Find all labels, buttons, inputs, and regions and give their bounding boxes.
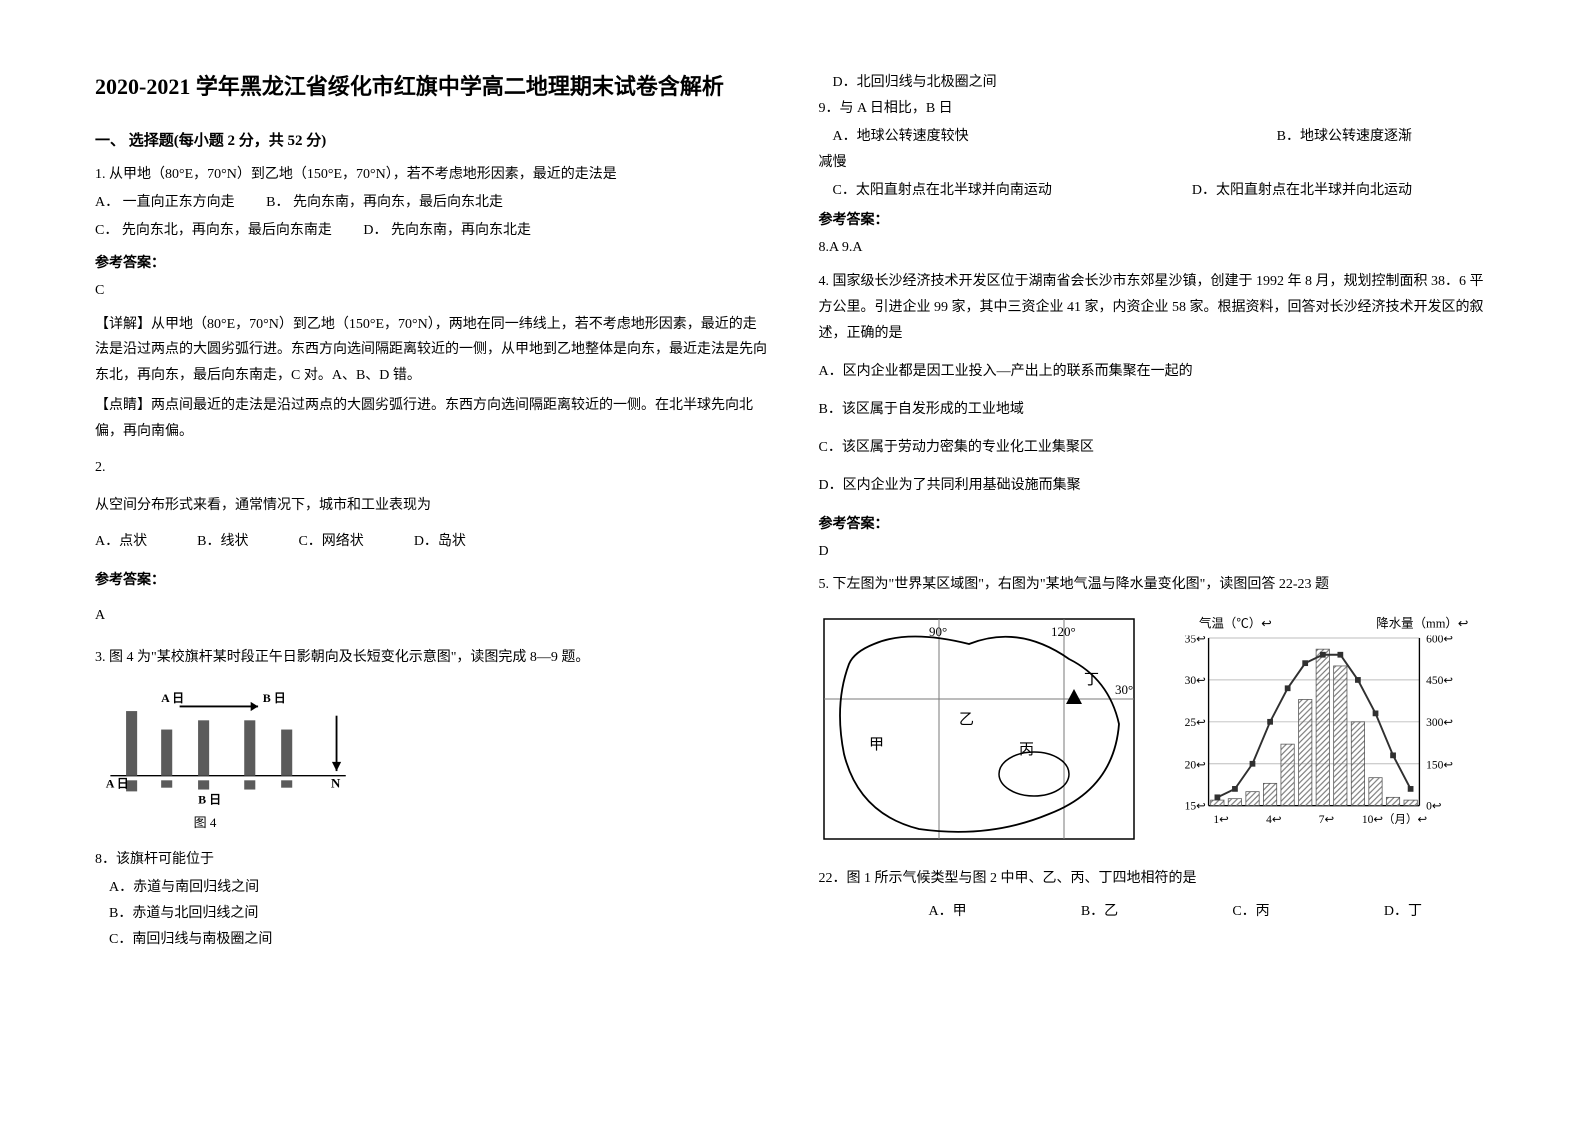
q3-opt9-row1: A．地球公转速度较快 B．地球公转速度逐渐 <box>819 124 1493 150</box>
map-yi: 乙 <box>959 712 974 728</box>
q4-stem: 4. 国家级长沙经济技术开发区位于湖南省会长沙市东郊星沙镇，创建于 1992 年… <box>819 269 1493 347</box>
rain-tick-0: 0↩ <box>1426 801 1442 813</box>
rain-tick-150: 150↩ <box>1426 760 1453 772</box>
q3-answer: 8.A 9.A <box>819 235 1493 261</box>
rain-tick-450: 450↩ <box>1426 675 1453 687</box>
q5-opt22d: D．丁 <box>1384 900 1422 920</box>
q1-answer-label: 参考答案： <box>95 252 769 272</box>
maps-container: 90° 120° 30° 甲 乙 丙 丁 气温（℃）↩ 降水量（mm）↩ <box>819 614 1493 844</box>
q1-opt-c: C． 先向东北，再向东，最后向东南走 <box>95 223 332 238</box>
temp-tick-25: 25↩ <box>1184 717 1206 729</box>
q2-opt-b: B．线状 <box>197 529 248 555</box>
temp-tick-15: 15↩ <box>1184 801 1206 813</box>
rain-tick-300: 300↩ <box>1426 717 1453 729</box>
rain-tick-600: 600↩ <box>1426 634 1453 646</box>
q3-opt9d: D．太阳直射点在北半球并向北运动 <box>1192 178 1412 204</box>
q2-stem: 从空间分布形式来看，通常情况下，城市和工业表现为 <box>95 493 769 519</box>
q1-opt-a: A． 一直向正东方向走 <box>95 195 235 210</box>
map-lat: 30° <box>1115 682 1133 697</box>
region-map: 90° 120° 30° 甲 乙 丙 丁 <box>819 614 1139 844</box>
q2-answer: A <box>95 603 769 629</box>
q5-opt22b: B．乙 <box>1081 900 1118 920</box>
q3-sub9: 9．与 A 日相比，B 日 <box>819 96 1493 122</box>
q1-opt-d: D． 先向东南，再向东北走 <box>363 223 531 238</box>
q3-stem: 3. 图 4 为"某校旗杆某时段正午日影朝向及长短变化示意图"，读图完成 8—9… <box>95 645 769 671</box>
flagpole-figure: A 日 B 日 A 日 B 日 N 图 4 <box>95 688 769 831</box>
q2-options: A．点状 B．线状 C．网络状 D．岛状 <box>95 529 769 555</box>
q3-opt9c: C．太阳直射点在北半球并向南运动 <box>819 178 1052 204</box>
label-a-top: A 日 <box>161 691 184 705</box>
q5-opt22a: A．甲 <box>929 900 967 920</box>
q3-opt8a: A．赤道与南回归线之间 <box>95 875 769 901</box>
label-b-top: B 日 <box>263 691 286 705</box>
q3-opt9b: B．地球公转速度逐渐 <box>1277 124 1412 150</box>
q1-exp2: 【点睛】两点间最近的走法是沿过两点的大圆劣弧行进。东西方向选间隔距离较近的一侧。… <box>95 393 769 445</box>
q3-opt8d: D．北回归线与北极圈之间 <box>819 70 1493 96</box>
q2-num: 2. <box>95 455 769 481</box>
right-column: D．北回归线与北极圈之间 9．与 A 日相比，B 日 A．地球公转速度较快 B．… <box>819 70 1493 1052</box>
q1-answer: C <box>95 278 769 304</box>
label-n: N <box>331 776 341 791</box>
chart-title-right: 降水量（mm）↩ <box>1376 617 1468 631</box>
temp-tick-30: 30↩ <box>1184 675 1206 687</box>
q3-sub8: 8．该旗杆可能位于 <box>95 847 769 873</box>
temp-tick-20: 20↩ <box>1184 760 1206 772</box>
map-jia: 甲 <box>869 737 884 753</box>
q2-answer-label: 参考答案： <box>95 569 769 589</box>
q1-stem: 1. 从甲地（80°E，70°N）到乙地（150°E，70°N），若不考虑地形因… <box>95 162 769 188</box>
flagpole-svg: A 日 B 日 A 日 B 日 N <box>95 688 375 808</box>
q4-opt-d: D．区内企业为了共同利用基础设施而集聚 <box>819 473 1493 499</box>
q3-opt8c: C．南回归线与南极圈之间 <box>95 927 769 953</box>
q4-opt-b: B．该区属于自发形成的工业地域 <box>819 397 1493 423</box>
climate-chart: 气温（℃）↩ 降水量（mm）↩ 35↩ 30↩ 25↩ <box>1154 614 1474 844</box>
map-lon1: 90° <box>929 624 947 639</box>
map-lon2: 120° <box>1051 624 1076 639</box>
q5-opts22: A．甲 B．乙 C．丙 D．丁 <box>819 900 1493 920</box>
q3-opt9a: A．地球公转速度较快 <box>819 124 969 150</box>
q3-opt8b: B．赤道与北回归线之间 <box>95 901 769 927</box>
section-1-header: 一、 选择题(每小题 2 分，共 52 分) <box>95 129 769 150</box>
month-10: 10↩（月）↩ <box>1361 813 1427 826</box>
q3-opt9b2: 减慢 <box>819 150 1493 176</box>
temp-tick-35: 35↩ <box>1184 634 1206 646</box>
month-7: 7↩ <box>1318 814 1334 826</box>
q3-answer-label: 参考答案： <box>819 209 1493 229</box>
q1-exp1: 【详解】从甲地（80°E，70°N）到乙地（150°E，70°N），两地在同一纬… <box>95 312 769 390</box>
q5-opt22c: C．丙 <box>1232 900 1269 920</box>
fig4-caption: 图 4 <box>95 812 315 831</box>
exam-title: 2020-2021 学年黑龙江省绥化市红旗中学高二地理期末试卷含解析 <box>95 70 769 103</box>
q5-sub22: 22．图 1 所示气候类型与图 2 中甲、乙、丙、丁四地相符的是 <box>819 866 1493 892</box>
chart-title-left: 气温（℃）↩ <box>1199 616 1272 631</box>
left-column: 2020-2021 学年黑龙江省绥化市红旗中学高二地理期末试卷含解析 一、 选择… <box>95 70 769 1052</box>
q1-row1: A． 一直向正东方向走 B． 先向东南，再向东，最后向东北走 <box>95 190 769 216</box>
q2-opt-c: C．网络状 <box>298 529 363 555</box>
month-4: 4↩ <box>1266 814 1282 826</box>
q4-answer-label: 参考答案： <box>819 513 1493 533</box>
q3-opt9-row2: C．太阳直射点在北半球并向南运动 D．太阳直射点在北半球并向北运动 <box>819 178 1493 204</box>
map-ding: 丁 <box>1084 672 1099 688</box>
q5-stem: 5. 下左图为"世界某区域图"，右图为"某地气温与降水量变化图"，读图回答 22… <box>819 572 1493 598</box>
q4-opt-c: C．该区属于劳动力密集的专业化工业集聚区 <box>819 435 1493 461</box>
label-a-left: A 日 <box>106 777 129 791</box>
month-1: 1↩ <box>1213 814 1229 826</box>
q4-answer: D <box>819 539 1493 565</box>
q1-opt-b: B． 先向东南，再向东，最后向东北走 <box>266 195 503 210</box>
q4-opt-a: A．区内企业都是因工业投入—产出上的联系而集聚在一起的 <box>819 359 1493 385</box>
q2-opt-a: A．点状 <box>95 529 147 555</box>
q1-row2: C． 先向东北，再向东，最后向东南走 D． 先向东南，再向东北走 <box>95 218 769 244</box>
map-bing: 丙 <box>1019 742 1034 758</box>
label-b-bottom: B 日 <box>198 793 221 807</box>
q2-opt-d: D．岛状 <box>414 529 466 555</box>
